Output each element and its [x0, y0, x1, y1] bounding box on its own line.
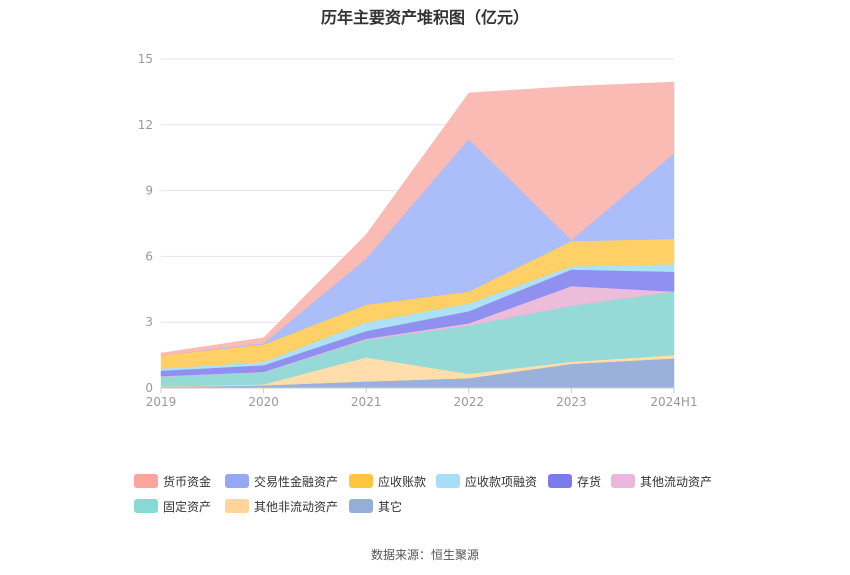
x-tick-label: 2023 [556, 395, 587, 409]
x-tick-label: 2020 [248, 395, 279, 409]
legend-swatch [134, 499, 158, 513]
legend-label: 固定资产 [163, 499, 212, 514]
data-source: 数据来源：恒生聚源 [370, 548, 479, 562]
area-series [160, 81, 675, 389]
x-tick-label: 2019 [146, 395, 177, 409]
legend-item-trading-financial-assets[interactable]: 交易性金融资产 [225, 472, 338, 490]
y-tick-label: 0 [145, 381, 153, 395]
y-tick-label: 3 [145, 315, 153, 329]
legend-item-other-current-assets[interactable]: 其他流动资产 [611, 472, 712, 490]
legend-swatch [349, 474, 373, 488]
legend-swatch [436, 474, 460, 488]
legend-label: 应收账款 [378, 474, 427, 489]
legend-label: 其它 [378, 499, 403, 514]
y-tick-label: 9 [145, 184, 153, 198]
legend-swatch [225, 499, 249, 513]
legend-label: 货币资金 [163, 474, 212, 489]
legend-swatch [611, 474, 635, 488]
legend-item-accounts-receivable[interactable]: 应收账款 [349, 472, 426, 490]
axes: 0 3 6 9 12 15 2019 2020 2021 2022 2023 2024H1 [138, 52, 698, 409]
legend-swatch [349, 499, 373, 513]
x-tick-label: 2022 [454, 395, 485, 409]
legend-swatch [548, 474, 572, 488]
legend-label: 应收款项融资 [465, 474, 538, 489]
x-tick-label: 2021 [351, 395, 382, 409]
chart-title: 历年主要资产堆积图（亿元） [320, 8, 529, 27]
legend-label: 交易性金融资产 [254, 474, 339, 489]
legend-item-inventory[interactable]: 存货 [548, 472, 601, 490]
y-tick-label: 15 [138, 52, 153, 66]
legend-item-receivables-financing[interactable]: 应收款项融资 [436, 472, 537, 490]
x-tick-label: 2024H1 [650, 395, 697, 409]
stacked-area-chart: 0 3 6 9 12 15 2019 2020 2021 2022 2023 2024H1 [138, 52, 698, 409]
y-tick-label: 6 [145, 249, 153, 263]
legend-label: 其他非流动资产 [254, 499, 339, 514]
legend-swatch [134, 474, 158, 488]
legend-item-fixed-assets[interactable]: 固定资产 [134, 497, 211, 515]
legend-label: 其他流动资产 [640, 474, 713, 489]
legend-label: 存货 [577, 474, 602, 489]
legend-item-cash[interactable]: 货币资金 [134, 472, 211, 490]
area-series-8[interactable] [160, 81, 675, 356]
legend-item-other-non-current-assets[interactable]: 其他非流动资产 [225, 497, 338, 515]
y-tick-label: 12 [138, 118, 153, 132]
legend-item-others[interactable]: 其它 [349, 497, 402, 515]
legend-swatch [225, 474, 249, 488]
